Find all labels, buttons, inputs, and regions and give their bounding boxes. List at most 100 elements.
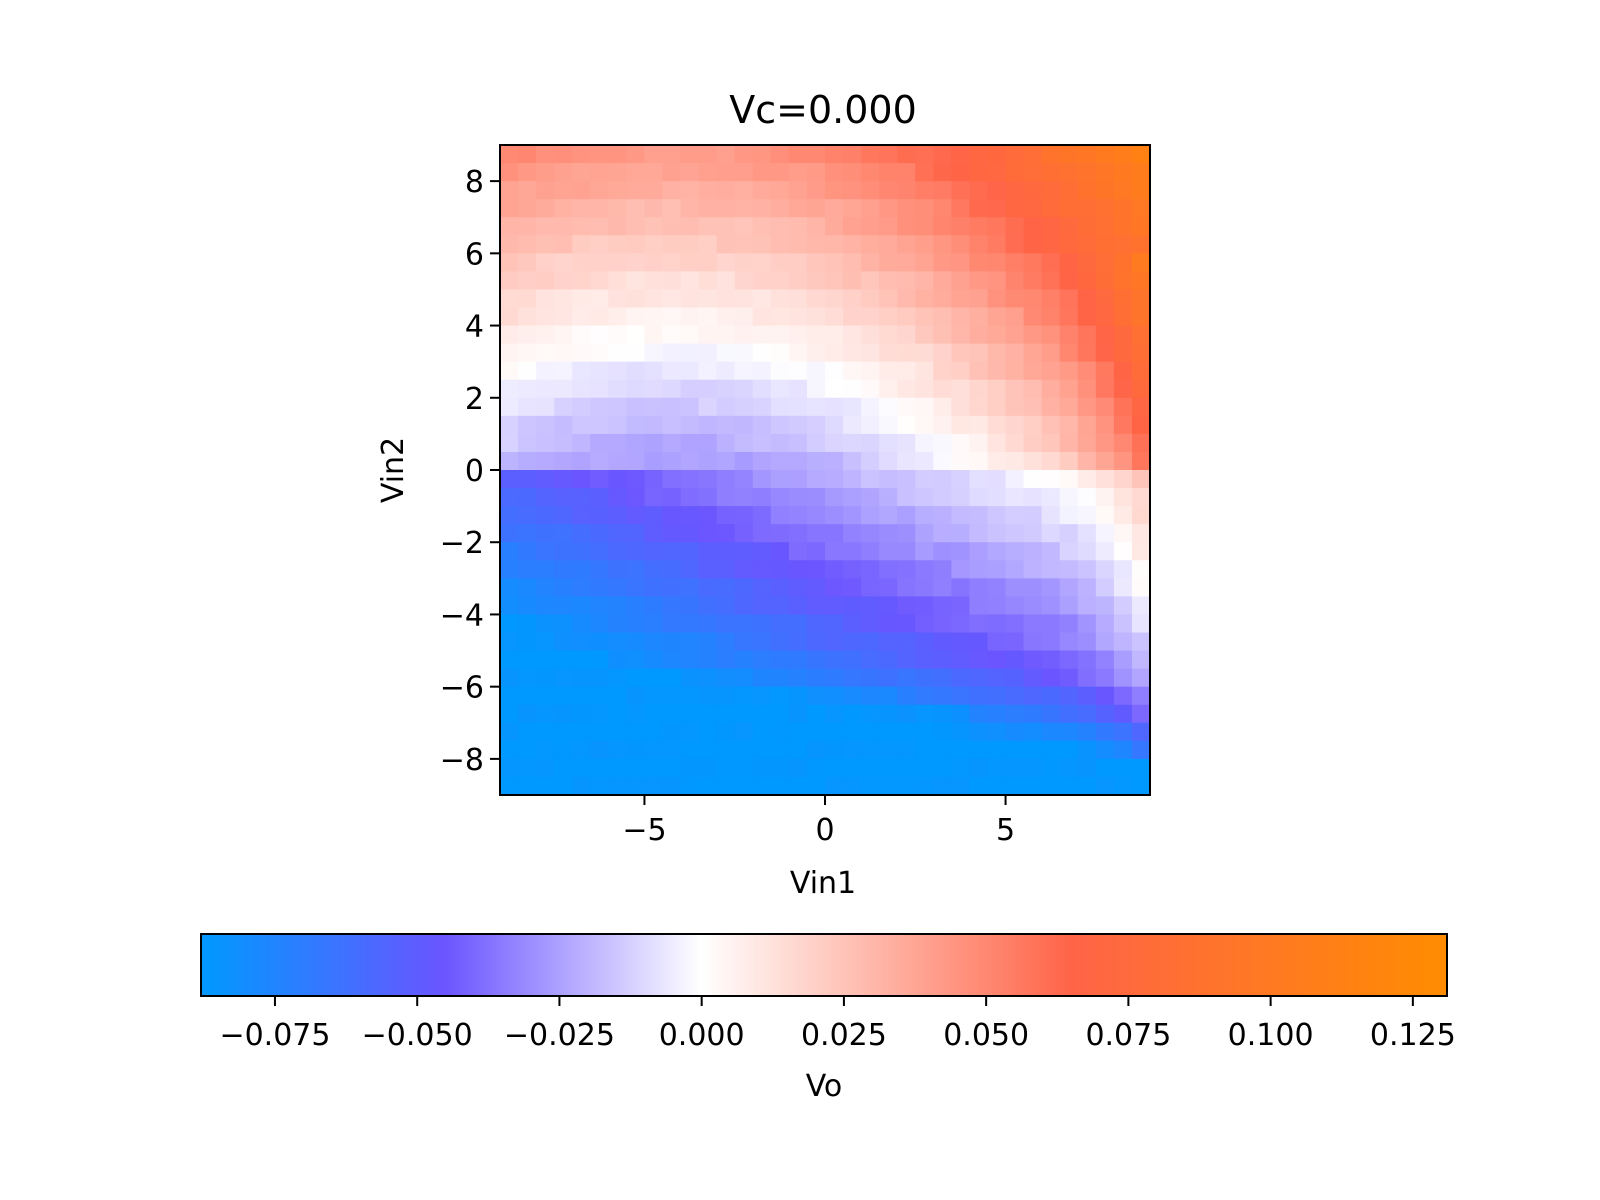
- heatmap-cell: [500, 271, 519, 291]
- heatmap-cell: [806, 560, 826, 579]
- heatmap-cell: [915, 596, 934, 616]
- heatmap-cell: [1059, 776, 1079, 796]
- heatmap-cell: [770, 740, 790, 760]
- heatmap-cell: [1077, 343, 1097, 363]
- heatmap-cell: [590, 325, 609, 345]
- heatmap-cell: [644, 722, 664, 742]
- heatmap-cell: [897, 181, 916, 200]
- heatmap-cell: [698, 253, 718, 272]
- heatmap-cell: [843, 524, 862, 543]
- heatmap-cell: [536, 325, 555, 345]
- heatmap-cell: [608, 199, 627, 218]
- heatmap-cell: [716, 668, 736, 688]
- heatmap-cell: [1095, 451, 1115, 471]
- heatmap-cell: [951, 289, 971, 309]
- heatmap-cell: [752, 740, 772, 760]
- heatmap-cell: [608, 740, 627, 760]
- heatmap-cell: [518, 253, 537, 272]
- heatmap-cell: [626, 289, 646, 309]
- heatmap-cell: [915, 415, 934, 435]
- heatmap-cell: [1113, 740, 1133, 760]
- heatmap-cell: [734, 343, 754, 363]
- heatmap-cell: [1041, 253, 1061, 272]
- heatmap-cell: [1077, 199, 1097, 218]
- colorbar-tick-label: 0.125: [1370, 1018, 1456, 1053]
- heatmap-cell: [1023, 433, 1043, 453]
- heatmap-cells: [500, 145, 1151, 796]
- heatmap-cell: [590, 307, 609, 327]
- heatmap-cell: [806, 596, 826, 616]
- heatmap-cell: [500, 325, 519, 345]
- heatmap-cell: [500, 650, 519, 670]
- heatmap-cell: [1005, 433, 1025, 453]
- heatmap-cell: [1095, 668, 1115, 688]
- heatmap-cell: [572, 325, 591, 345]
- heatmap-cell: [608, 596, 627, 616]
- heatmap-cell: [644, 506, 664, 525]
- heatmap-cell: [698, 451, 718, 471]
- heatmap-cell: [951, 163, 971, 182]
- heatmap-cell: [716, 632, 736, 652]
- heatmap-cell: [806, 397, 826, 417]
- heatmap-cell: [1077, 650, 1097, 670]
- heatmap-cell: [1095, 524, 1115, 543]
- heatmap-cell: [879, 271, 898, 291]
- heatmap-cell: [1077, 614, 1097, 634]
- heatmap-cell: [1059, 650, 1079, 670]
- heatmap-cell: [518, 578, 537, 597]
- heatmap-cell: [843, 253, 862, 272]
- heatmap-cell: [626, 560, 646, 579]
- heatmap-cell: [716, 415, 736, 435]
- heatmap-cell: [843, 740, 862, 760]
- heatmap-cell: [680, 433, 700, 453]
- heatmap-cell: [806, 524, 826, 543]
- heatmap-cell: [897, 470, 916, 489]
- heatmap-cell: [698, 776, 718, 796]
- heatmap-cell: [752, 578, 772, 597]
- heatmap-cell: [572, 253, 591, 272]
- heatmap-cell: [861, 542, 880, 561]
- heatmap-cell: [1041, 668, 1061, 688]
- heatmap-cell: [1077, 776, 1097, 796]
- heatmap-cell: [843, 451, 862, 471]
- heatmap-cell: [1059, 343, 1079, 363]
- heatmap-cell: [1059, 181, 1079, 200]
- heatmap-cell: [1005, 524, 1025, 543]
- heatmap-cell: [554, 451, 573, 471]
- heatmap-cell: [788, 199, 808, 218]
- heatmap-cell: [1059, 145, 1079, 164]
- heatmap-cell: [626, 488, 646, 507]
- heatmap-cell: [680, 668, 700, 688]
- heatmap-cell: [1041, 307, 1061, 327]
- heatmap-cell: [572, 668, 591, 688]
- heatmap-cell: [626, 397, 646, 417]
- heatmap-cell: [969, 686, 989, 706]
- heatmap-cell: [1077, 560, 1097, 579]
- heatmap-cell: [1041, 325, 1061, 345]
- heatmap-cell: [788, 650, 808, 670]
- heatmap-cell: [752, 506, 772, 525]
- colorbar-tick-label: 0.050: [943, 1018, 1029, 1053]
- heatmap-cell: [554, 253, 573, 272]
- heatmap-cell: [825, 632, 844, 652]
- heatmap-cell: [770, 686, 790, 706]
- heatmap-cell: [536, 614, 555, 634]
- heatmap-cell: [1131, 776, 1151, 796]
- heatmap-cell: [987, 614, 1007, 634]
- heatmap-cell: [915, 271, 934, 291]
- heatmap-cell: [933, 668, 952, 688]
- heatmap-cell: [698, 235, 718, 254]
- heatmap-cell: [554, 524, 573, 543]
- heatmap-cell: [554, 596, 573, 616]
- heatmap-cell: [1023, 542, 1043, 561]
- heatmap-cell: [825, 433, 844, 453]
- heatmap-cell: [897, 758, 916, 778]
- heatmap-cell: [788, 145, 808, 164]
- heatmap-cell: [1005, 307, 1025, 327]
- heatmap-cell: [1023, 271, 1043, 291]
- heatmap-cell: [1095, 506, 1115, 525]
- heatmap-cell: [662, 488, 682, 507]
- heatmap-cell: [1059, 722, 1079, 742]
- heatmap-cell: [933, 145, 952, 164]
